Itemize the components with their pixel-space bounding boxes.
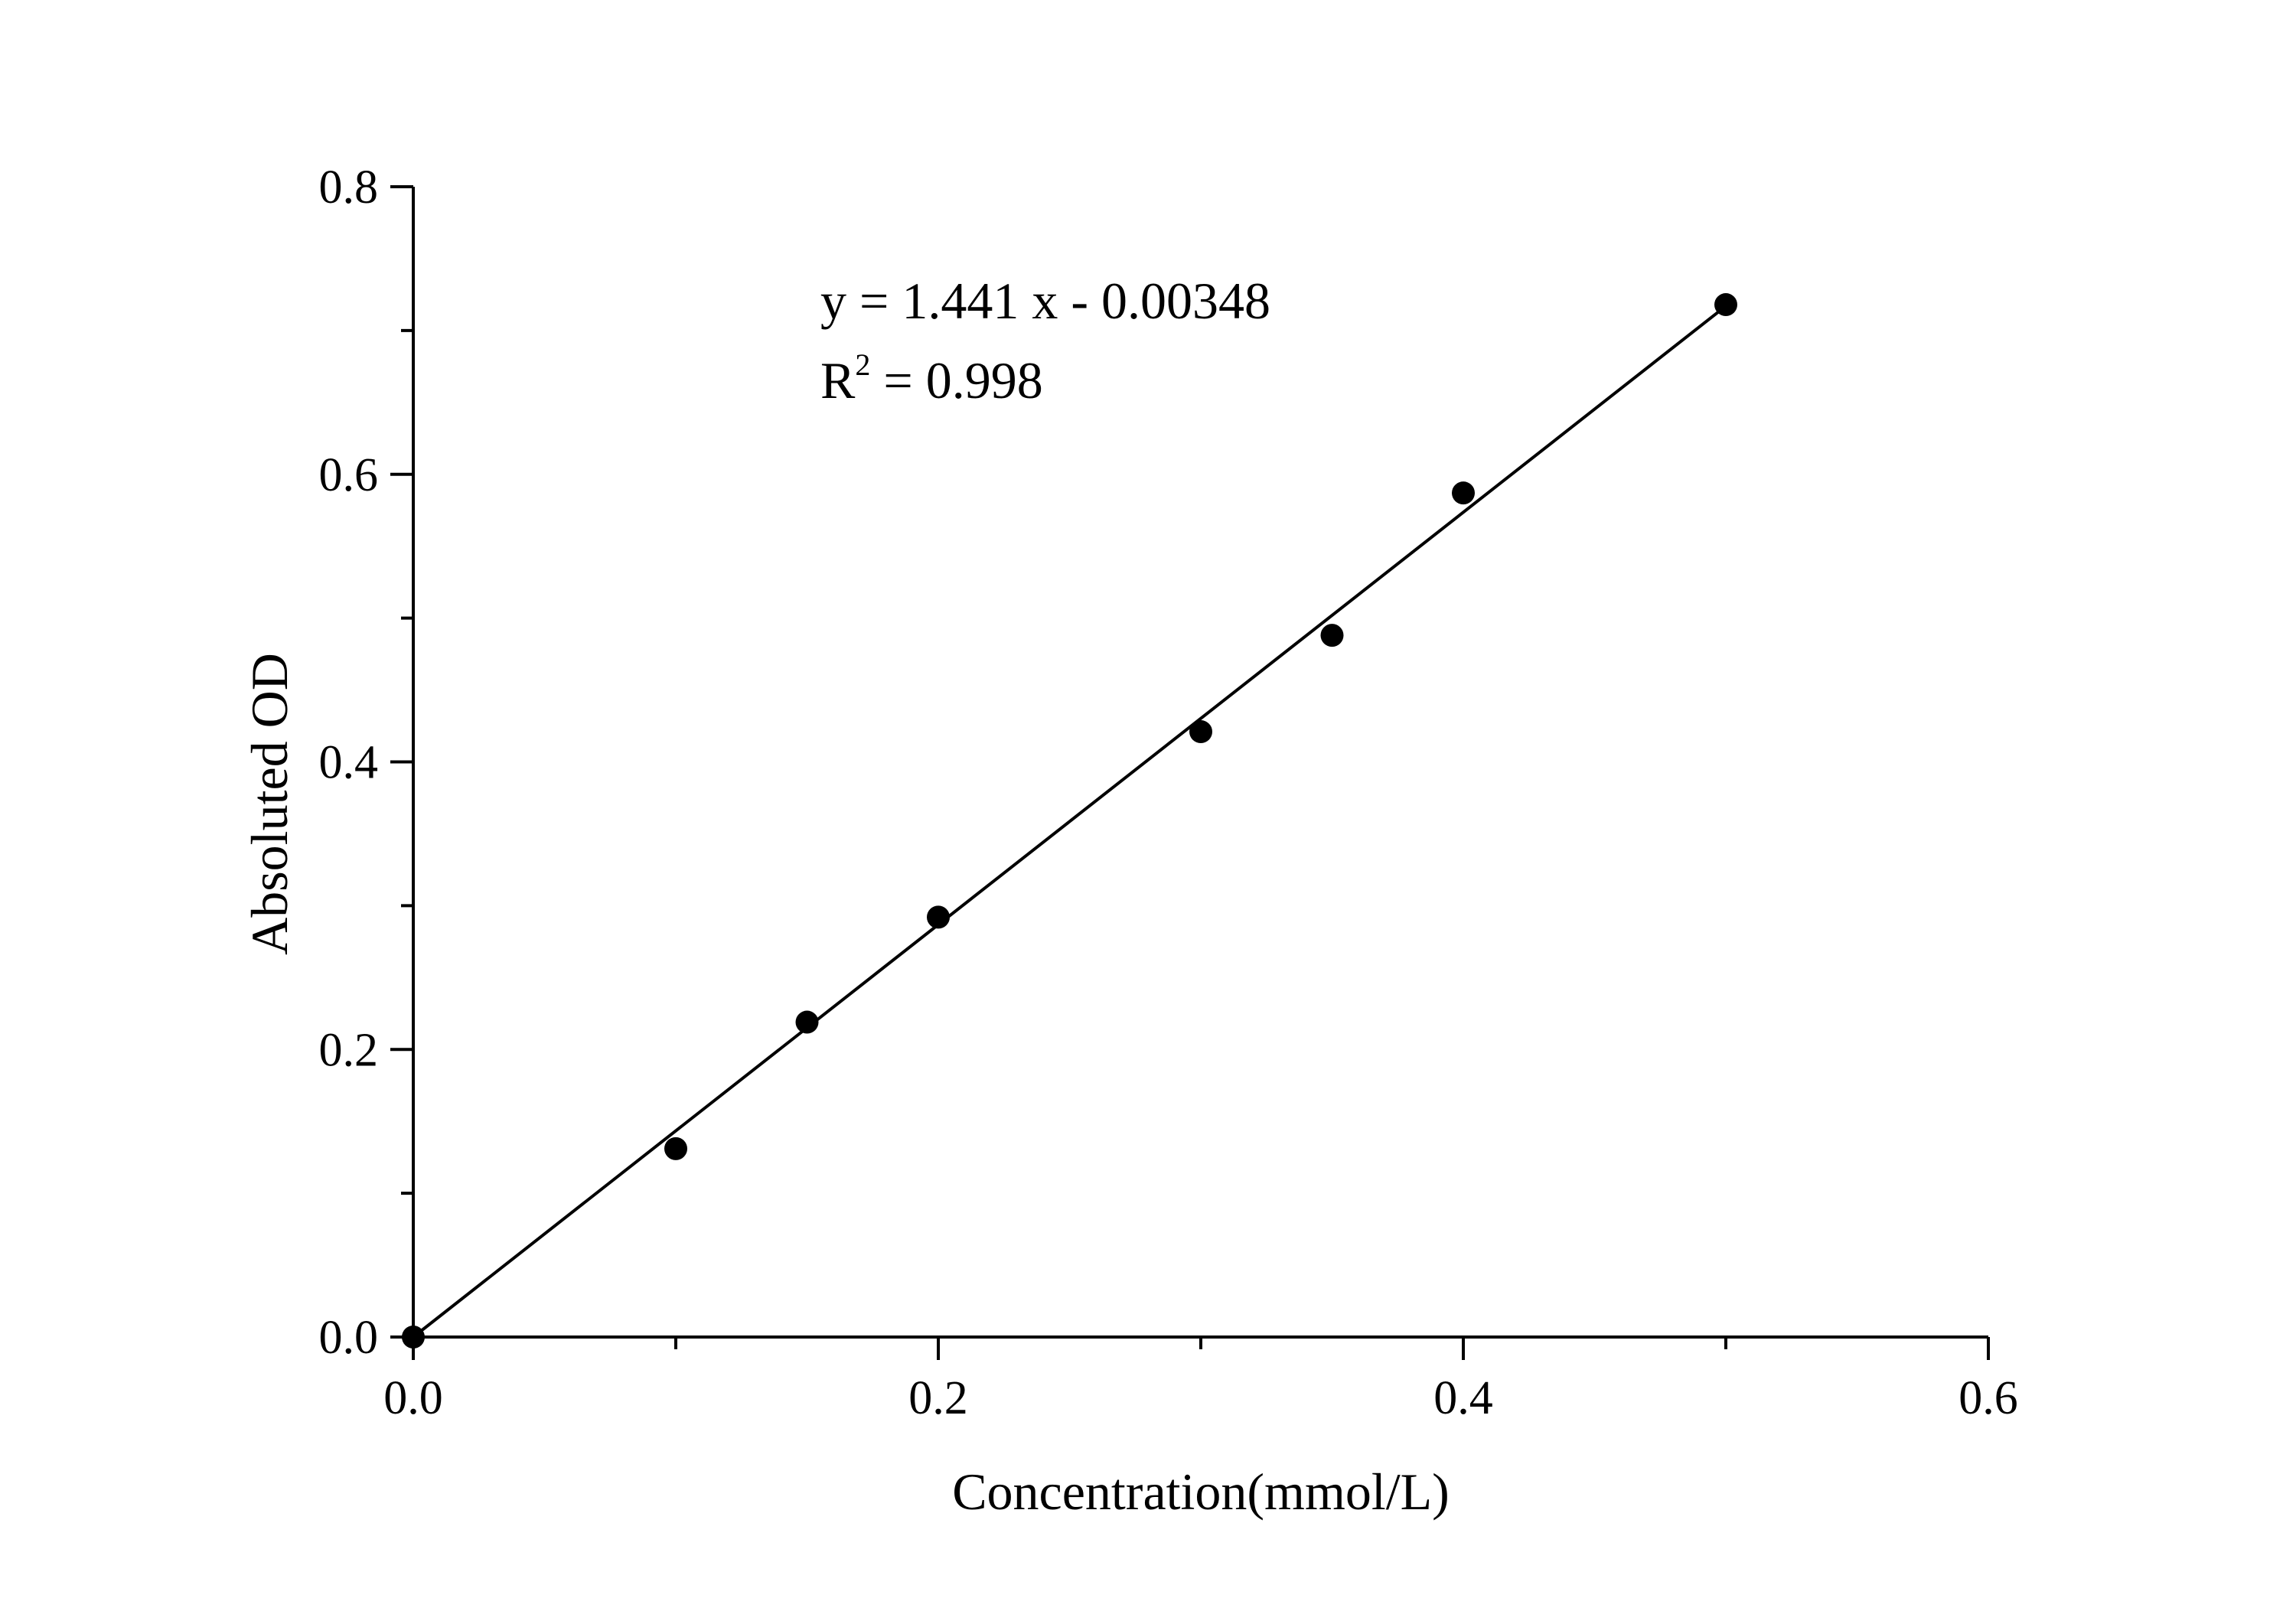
y-tick-label: 0.6 bbox=[319, 449, 379, 501]
fit-equation: y = 1.441 x - 0.00348 bbox=[820, 272, 1270, 330]
data-point bbox=[927, 905, 950, 929]
data-points bbox=[402, 293, 1737, 1349]
y-tick-label: 0.2 bbox=[319, 1024, 379, 1076]
x-ticks: 0.0 0.2 0.4 0.6 bbox=[383, 1337, 2018, 1424]
fit-group bbox=[412, 305, 1727, 1339]
y-tick-label: 0.0 bbox=[319, 1312, 379, 1364]
r-squared-prefix: R bbox=[820, 351, 856, 409]
y-tick-label: 0.8 bbox=[319, 161, 379, 214]
data-point bbox=[1189, 720, 1212, 744]
axes bbox=[412, 187, 1988, 1339]
x-tick-label: 0.2 bbox=[908, 1372, 968, 1424]
fit-line bbox=[412, 305, 1727, 1339]
x-axis-title: Concentration(mmol/L) bbox=[952, 1463, 1450, 1521]
x-tick-label: 0.4 bbox=[1433, 1372, 1493, 1424]
y-ticks: 0.0 0.2 0.4 0.6 0.8 bbox=[319, 161, 413, 1364]
r-squared-label: R2 = 0.998 bbox=[820, 347, 1043, 409]
x-tick-label: 0.0 bbox=[383, 1372, 443, 1424]
data-point bbox=[664, 1137, 687, 1160]
r-squared-superscript: 2 bbox=[855, 347, 870, 382]
x-tick-label: 0.6 bbox=[1958, 1372, 2018, 1424]
data-point bbox=[1714, 293, 1737, 317]
data-point bbox=[795, 1010, 819, 1034]
y-axis-title: Absoluted OD bbox=[240, 653, 298, 955]
data-point bbox=[1452, 481, 1475, 505]
y-tick-label: 0.4 bbox=[319, 737, 379, 789]
data-point bbox=[1320, 624, 1344, 647]
r-squared-value: = 0.998 bbox=[870, 351, 1042, 409]
data-point bbox=[402, 1326, 425, 1349]
